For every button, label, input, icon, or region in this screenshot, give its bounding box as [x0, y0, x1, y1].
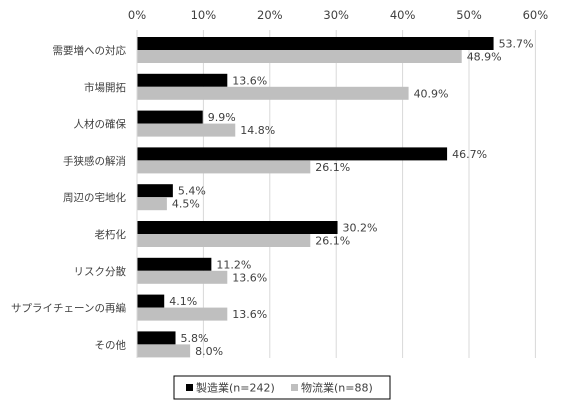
data-label: 13.6% [232, 308, 267, 321]
data-labels: 53.7% 13.6% 9.9% 46.7% 5.4% 30.2% 11.2% 4.1% 5.8… [169, 38, 533, 358]
x-tick-label: 0% [128, 8, 146, 22]
bar-manufacturing [137, 184, 173, 198]
x-tick-label: 20% [257, 8, 283, 22]
data-label: 9.9% [208, 111, 236, 124]
bars [137, 37, 494, 358]
bar-logistics [137, 197, 167, 211]
data-label: 46.7% [452, 148, 487, 161]
data-label: 30.2% [343, 222, 378, 235]
category-label: 需要増への対応 [53, 44, 127, 57]
category-label: その他 [95, 338, 127, 351]
x-tick-label: 10% [191, 8, 217, 22]
bar-logistics [137, 160, 311, 174]
category-label: 市場開拓 [84, 81, 126, 94]
bar-manufacturing [137, 221, 338, 234]
data-label: 13.6% [232, 271, 267, 284]
gridlines [202, 30, 536, 358]
bar-logistics [137, 86, 409, 100]
category-label: 周辺の宅地化 [63, 191, 126, 204]
data-label: 40.9% [414, 87, 449, 100]
x-tick-label: 40% [390, 8, 416, 22]
data-label: 53.7% [499, 38, 534, 51]
category-label: 老朽化 [95, 228, 127, 241]
bar-manufacturing [137, 37, 494, 50]
data-label: 4.1% [169, 295, 197, 308]
category-label: サプライチェーンの再編 [11, 302, 126, 315]
bar-logistics [137, 344, 191, 358]
data-label: 11.2% [216, 258, 251, 271]
data-label: 8.0% [195, 345, 223, 358]
bar-manufacturing [137, 294, 165, 308]
legend-swatch-manufacturing [186, 384, 193, 391]
data-label: 14.8% [240, 124, 275, 137]
data-label: 26.1% [315, 235, 350, 248]
legend-label-manufacturing: 製造業(n=242) [196, 381, 275, 395]
category-label: リスク分散 [74, 265, 127, 278]
data-label: 5.8% [181, 332, 209, 345]
data-label: 48.9% [467, 51, 502, 64]
data-label: 26.1% [315, 161, 350, 174]
x-axis-ticks: 0% 10% 20% 30% 40% 50% 60% [128, 8, 548, 22]
data-label: 4.5% [172, 198, 200, 211]
bar-logistics [137, 307, 228, 321]
category-label: 人材の確保 [74, 118, 127, 131]
legend-swatch-logistics [291, 384, 298, 391]
bar-manufacturing [137, 110, 203, 124]
category-axis: 需要増への対応市場開拓人材の確保手狭感の解消周辺の宅地化老朽化リスク分散サプライ… [11, 44, 126, 351]
legend: 製造業(n=242) 物流業(n=88) [173, 375, 391, 400]
data-label: 13.6% [232, 74, 267, 87]
category-label: 手狭感の解消 [63, 154, 126, 167]
legend-box [173, 375, 391, 400]
bar-manufacturing [137, 147, 448, 161]
bar-manufacturing [137, 331, 176, 345]
x-tick-label: 60% [523, 8, 549, 22]
legend-label-logistics: 物流業(n=88) [301, 381, 373, 395]
bar-logistics [137, 234, 311, 247]
bar-manufacturing [137, 257, 212, 271]
bar-manufacturing [137, 73, 228, 87]
bar-logistics [137, 270, 228, 284]
x-tick-label: 30% [323, 8, 349, 22]
data-label: 5.4% [178, 185, 206, 198]
bar-logistics [137, 123, 236, 137]
bar-logistics [137, 50, 462, 63]
x-tick-label: 50% [456, 8, 482, 22]
